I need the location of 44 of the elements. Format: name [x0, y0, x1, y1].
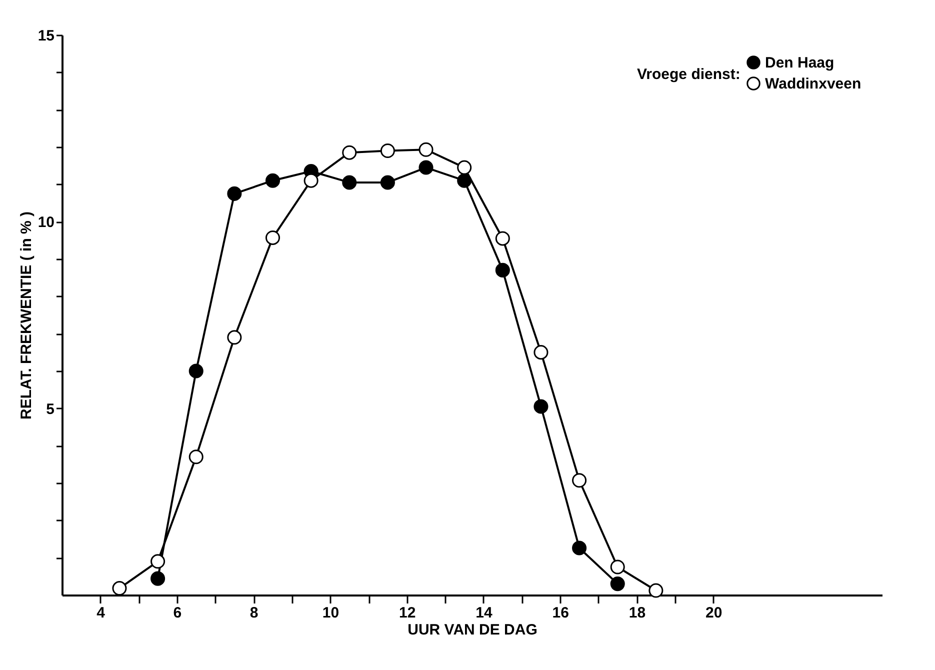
x-tick-label: 18	[628, 604, 646, 622]
y-tick-label: 5	[46, 400, 54, 418]
x-tick-label: 10	[322, 604, 340, 622]
legend-label: Waddinxveen	[765, 76, 862, 92]
point	[648, 583, 664, 598]
point	[150, 554, 166, 569]
point	[572, 540, 587, 556]
point	[265, 173, 280, 188]
point	[418, 142, 434, 157]
point	[150, 571, 166, 586]
point	[380, 175, 395, 190]
point	[610, 576, 625, 592]
legend-title: Vroege dienst:	[637, 66, 740, 83]
point	[418, 160, 434, 175]
point	[342, 175, 357, 190]
point	[457, 173, 472, 188]
point	[572, 473, 587, 488]
x-tick-label: 20	[706, 604, 722, 622]
point	[188, 450, 204, 464]
point	[227, 330, 242, 345]
y-tick-label: 10	[38, 214, 54, 232]
point	[534, 345, 548, 360]
point	[380, 143, 395, 158]
point	[495, 262, 510, 278]
x-tick-label: 14	[476, 604, 493, 622]
point	[457, 160, 472, 175]
y-tick-label: 15	[38, 28, 54, 44]
point	[265, 230, 280, 245]
point	[188, 364, 204, 378]
point	[227, 186, 242, 201]
x-tick-label: 6	[173, 604, 182, 622]
point	[610, 560, 625, 574]
x-tick-label: 12	[399, 604, 416, 622]
point	[304, 173, 318, 188]
x-axis-title: UUR VAN DE DAG	[408, 622, 538, 638]
x-tick-label: 4	[96, 604, 106, 622]
y-axis-title: RELAT. FREKWENTIE ( in % )	[18, 211, 35, 420]
point	[495, 231, 510, 246]
legend-label: Den Haag	[765, 54, 834, 72]
x-tick-label: 8	[250, 604, 258, 622]
point	[342, 145, 357, 160]
x-tick-label: 16	[552, 604, 569, 622]
point	[112, 581, 127, 596]
point	[534, 399, 548, 414]
